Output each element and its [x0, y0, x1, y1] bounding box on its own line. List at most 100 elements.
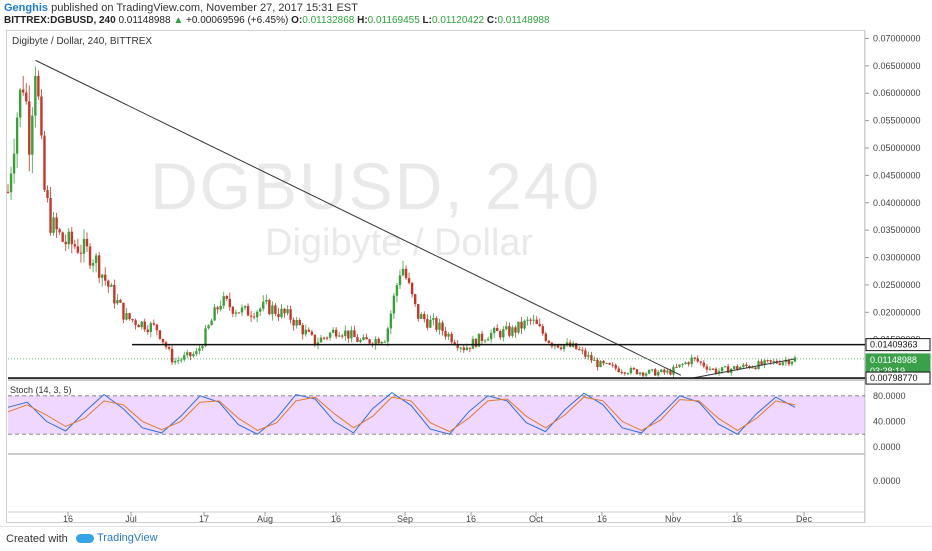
candle: [34, 75, 37, 116]
candle: [477, 333, 481, 347]
candle: [666, 370, 669, 373]
candle: [46, 189, 49, 199]
candle: [249, 315, 253, 317]
y-tick-label: 0.03500000: [873, 225, 921, 235]
candle: [733, 366, 736, 369]
publish-info: Genghis published on TradingView.com, No…: [4, 2, 358, 14]
stoch-y-tick-label: 40.0000: [873, 416, 906, 426]
open-label: O:: [291, 15, 303, 26]
candle: [793, 357, 797, 362]
close-value: 0.01148988: [497, 15, 550, 26]
tradingview-logo[interactable]: TradingView: [76, 532, 158, 544]
candle: [192, 354, 195, 357]
candle: [295, 319, 298, 326]
candle: [119, 300, 122, 303]
candle: [578, 349, 581, 351]
candle: [231, 307, 235, 314]
stoch-band: [8, 395, 865, 435]
candle: [128, 313, 131, 320]
candle: [623, 372, 627, 374]
candle: [687, 362, 690, 365]
x-tick-label: Dec: [796, 514, 813, 524]
candle: [502, 329, 505, 338]
candle: [325, 337, 329, 339]
candle: [110, 284, 113, 287]
stoch-y-tick-label: 80.0000: [873, 391, 906, 401]
candle: [708, 368, 712, 370]
candle: [21, 89, 25, 93]
chart-canvas[interactable]: 0.07000000 0.06500000 0.06000000 0.05500000…: [0, 0, 932, 526]
candle: [262, 301, 265, 309]
candle: [31, 115, 34, 155]
candle: [635, 369, 639, 375]
candle: [638, 372, 642, 375]
price-label-text: 0.01409363: [870, 340, 918, 350]
candle: [18, 89, 22, 118]
candle: [474, 338, 478, 347]
candle: [207, 325, 210, 329]
candle: [222, 296, 225, 306]
author-link[interactable]: Genghis: [4, 2, 49, 14]
candle: [417, 304, 420, 319]
candle: [347, 330, 350, 339]
candle: [113, 284, 116, 304]
candle: [611, 364, 614, 366]
candle: [456, 344, 459, 348]
candle: [97, 255, 101, 278]
candle: [158, 330, 162, 339]
trendline[interactable]: [692, 358, 796, 379]
candle: [723, 366, 727, 368]
candle: [517, 321, 520, 333]
candle: [587, 355, 590, 357]
watermark-symbol: DGBUSD, 240: [150, 149, 602, 223]
candle: [271, 305, 274, 315]
candle: [25, 92, 28, 102]
candle: [523, 320, 526, 329]
low-value: 0.01120422: [432, 15, 485, 26]
trendline[interactable]: [35, 59, 682, 376]
candle: [532, 319, 535, 321]
candle: [386, 328, 390, 342]
candle: [67, 231, 70, 245]
candle: [161, 338, 165, 343]
candle: [170, 348, 174, 363]
stoch-y-tick-label: 0.0000: [873, 442, 901, 452]
y-tick-label: 0.05000000: [873, 143, 921, 153]
candle: [246, 305, 250, 316]
candle: [745, 364, 748, 366]
candle: [465, 347, 469, 351]
candle: [423, 314, 426, 320]
published-text: published on TradingView.com, November 2…: [51, 2, 358, 14]
candle: [122, 302, 125, 320]
candle: [289, 309, 292, 320]
candle: [410, 282, 414, 295]
y-tick-label: 0.02500000: [873, 280, 921, 290]
candle: [526, 319, 529, 321]
candle: [717, 371, 721, 374]
candle: [547, 340, 551, 343]
candle: [316, 342, 320, 346]
candle: [575, 343, 578, 350]
candle: [28, 101, 31, 155]
price-change: +0.00069596 (+6.45%): [186, 15, 289, 26]
candle: [189, 352, 192, 357]
candle: [70, 231, 74, 245]
candle: [754, 367, 757, 369]
candle: [486, 339, 490, 341]
candle: [647, 369, 651, 374]
candle: [742, 364, 745, 368]
candle: [43, 135, 46, 190]
candle: [581, 349, 584, 351]
candle: [483, 340, 487, 342]
candle: [614, 365, 617, 369]
candle: [237, 312, 241, 314]
candle: [6, 191, 10, 193]
candle: [61, 232, 64, 242]
candle: [672, 366, 675, 375]
open-value: 0.01132868: [302, 15, 355, 26]
candle: [334, 329, 338, 337]
y-tick-label: 0.03000000: [873, 253, 921, 263]
candle: [76, 246, 80, 253]
candle: [599, 360, 602, 368]
candle: [404, 268, 408, 279]
